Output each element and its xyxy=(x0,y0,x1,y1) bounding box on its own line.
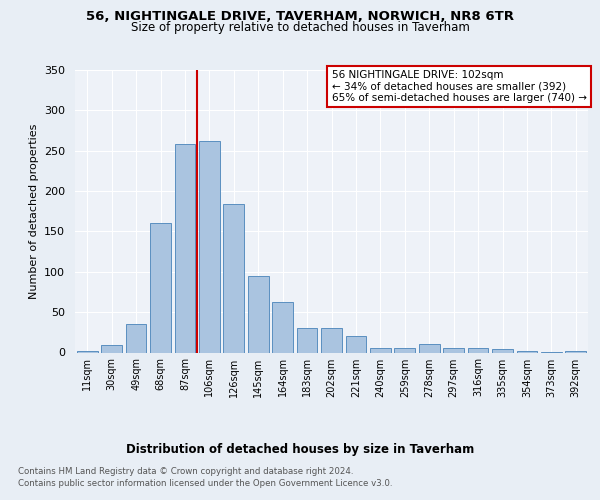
Bar xyxy=(199,141,220,352)
Bar xyxy=(394,348,415,352)
Bar xyxy=(492,350,513,352)
Text: 56 NIGHTINGALE DRIVE: 102sqm
← 34% of detached houses are smaller (392)
65% of s: 56 NIGHTINGALE DRIVE: 102sqm ← 34% of de… xyxy=(331,70,587,103)
Y-axis label: Number of detached properties: Number of detached properties xyxy=(29,124,38,299)
Text: Distribution of detached houses by size in Taverham: Distribution of detached houses by size … xyxy=(126,442,474,456)
Bar xyxy=(443,348,464,352)
Text: Size of property relative to detached houses in Taverham: Size of property relative to detached ho… xyxy=(131,21,469,34)
Bar xyxy=(370,348,391,352)
Bar xyxy=(296,328,317,352)
Bar xyxy=(101,345,122,352)
Bar xyxy=(248,276,269,352)
Bar xyxy=(125,324,146,352)
Bar xyxy=(77,351,98,352)
Bar xyxy=(150,222,171,352)
Bar xyxy=(565,351,586,352)
Bar xyxy=(272,302,293,352)
Text: Contains public sector information licensed under the Open Government Licence v3: Contains public sector information licen… xyxy=(18,479,392,488)
Text: 56, NIGHTINGALE DRIVE, TAVERHAM, NORWICH, NR8 6TR: 56, NIGHTINGALE DRIVE, TAVERHAM, NORWICH… xyxy=(86,10,514,23)
Bar xyxy=(517,351,538,352)
Bar xyxy=(223,204,244,352)
Bar xyxy=(175,144,196,352)
Bar xyxy=(346,336,367,352)
Bar xyxy=(419,344,440,352)
Bar xyxy=(467,348,488,352)
Bar xyxy=(321,328,342,352)
Text: Contains HM Land Registry data © Crown copyright and database right 2024.: Contains HM Land Registry data © Crown c… xyxy=(18,468,353,476)
